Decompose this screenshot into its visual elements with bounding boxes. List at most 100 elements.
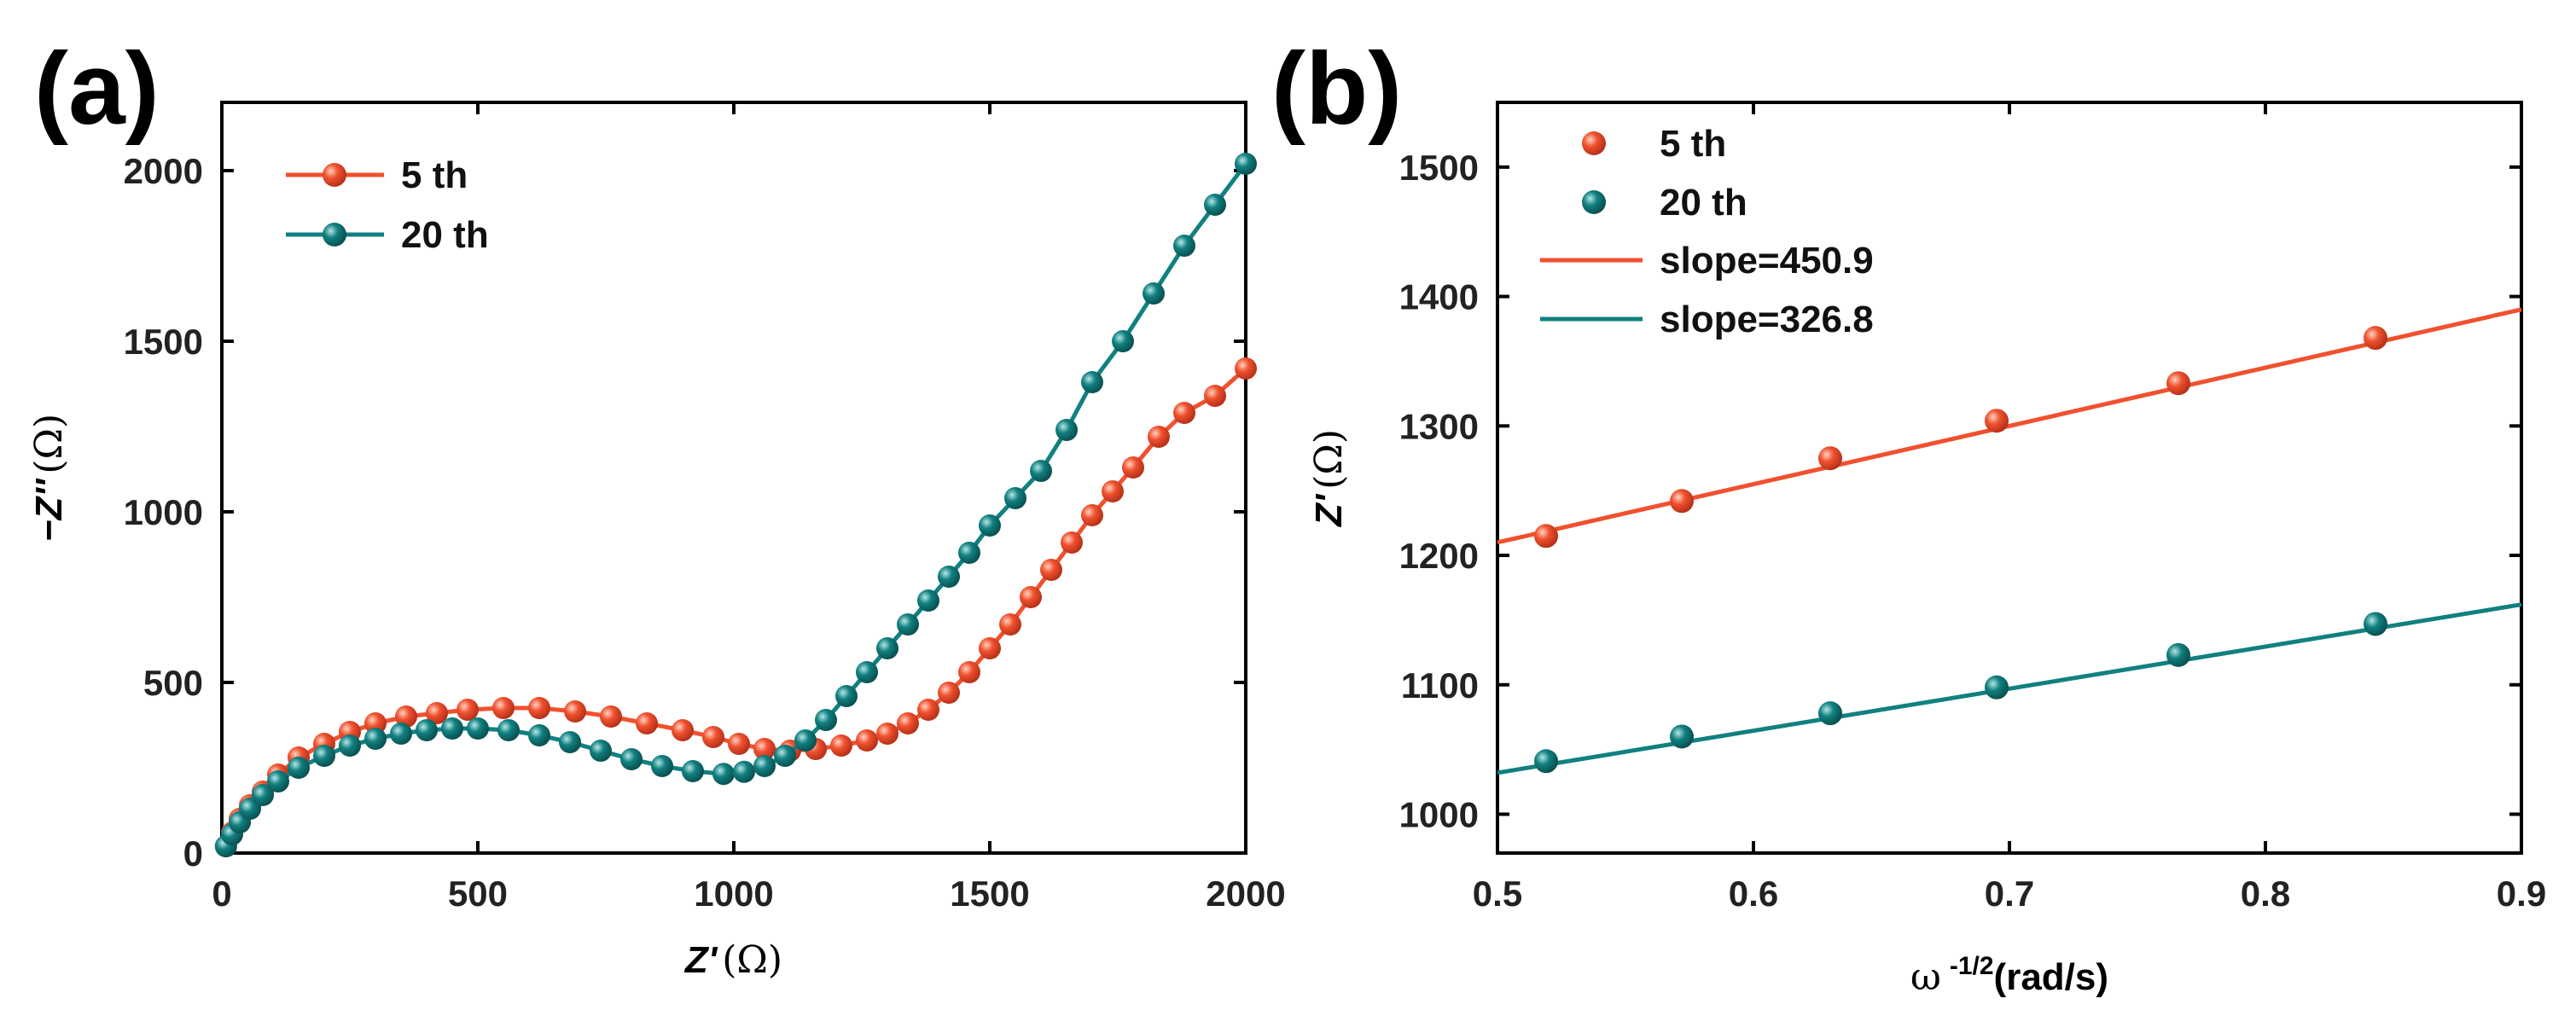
data-point-20th [390, 723, 412, 745]
data-point-5th [1173, 402, 1195, 424]
data-point-5th [492, 697, 515, 719]
panel-a-legend: 5 th 20 th [286, 154, 489, 256]
data-point-5th [1670, 489, 1694, 514]
data-point-20th [2166, 642, 2190, 667]
data-point-5th [2364, 326, 2387, 351]
data-point-20th [288, 757, 310, 779]
data-point-20th [1081, 371, 1103, 393]
panel-a-x-tick-label: 1000 [694, 874, 773, 914]
data-point-5th [958, 661, 980, 683]
data-point-5th [2166, 371, 2190, 396]
legend-marker-20th-b [1582, 190, 1606, 214]
data-point-5th [830, 734, 852, 757]
data-point-20th [1112, 330, 1134, 352]
data-point-5th [364, 712, 387, 734]
data-point-20th [590, 740, 612, 762]
data-point-20th [467, 717, 489, 740]
data-point-20th [2364, 612, 2387, 636]
panel-a-label: (a) [34, 32, 160, 146]
data-point-20th [1235, 153, 1257, 175]
data-point-5th [600, 705, 622, 728]
data-point-20th [1143, 282, 1165, 305]
data-point-20th [682, 760, 704, 782]
data-point-20th [1173, 235, 1195, 257]
data-point-20th [856, 661, 878, 683]
panel-a-ticks: 0 500 1000 1500 2000 0 500 1000 1500 2000 [124, 102, 1286, 914]
data-point-20th [1818, 701, 1842, 726]
legend-label-20th: 20 th [401, 214, 489, 256]
data-point-5th [1040, 559, 1062, 581]
legend-slope-5th: slope=450.9 [1660, 240, 1874, 282]
data-point-20th [528, 724, 550, 746]
panel-b-label: (b) [1271, 32, 1402, 146]
data-point-5th [917, 699, 939, 721]
panel-a-x-axis-title: Z' (Ω) [683, 938, 782, 982]
data-point-20th [815, 709, 837, 731]
data-point-20th [917, 589, 939, 612]
panel-a-y-tick-label: 1500 [124, 322, 203, 362]
panel-b-x-tick-label: 0.6 [1729, 874, 1778, 914]
data-point-5th [938, 682, 960, 704]
data-point-5th [1061, 531, 1083, 554]
legend-marker-20th [323, 223, 346, 247]
data-point-5th [1081, 504, 1103, 526]
data-point-5th [456, 699, 479, 721]
data-point-20th [1204, 194, 1226, 216]
data-point-20th [441, 717, 463, 740]
data-point-20th [1004, 487, 1026, 509]
panel-a-x-tick-label: 2000 [1206, 874, 1285, 914]
data-point-20th [835, 685, 858, 707]
panel-a-x-tick-label: 0 [212, 874, 231, 914]
data-point-5th [876, 723, 898, 745]
data-point-20th [1030, 460, 1052, 482]
legend-label-5th: 5 th [401, 154, 468, 196]
data-point-5th [1204, 385, 1226, 407]
data-point-5th [979, 637, 1001, 659]
data-point-20th [364, 728, 387, 750]
data-point-20th [876, 637, 898, 659]
panel-b-plot-frame [1496, 101, 2523, 855]
data-point-5th [528, 697, 550, 719]
panel-b: (b) 0.5 0.6 0.7 0.8 0.9 1000 1100 1200 1300 1400 1… [1271, 32, 2546, 999]
data-point-5th [1985, 409, 2009, 433]
panel-b-x-tick-label: 0.5 [1473, 874, 1522, 914]
data-point-5th [1818, 446, 1842, 471]
data-point-20th [938, 566, 960, 588]
data-point-20th [712, 763, 735, 786]
panel-b-y-tick-label: 1000 [1399, 794, 1479, 834]
data-point-20th [416, 719, 438, 741]
data-point-20th [753, 755, 776, 777]
panel-a-y-tick-label: 2000 [124, 151, 203, 191]
panel-b-x-tick-label: 0.8 [2241, 874, 2290, 914]
panel-b-legend: 5 th 20 th slope=450.9 slope=326.8 [1540, 123, 1874, 340]
data-point-5th [753, 738, 776, 760]
panel-b-x-tick-label: 0.7 [1985, 874, 2034, 914]
data-point-5th [636, 712, 658, 734]
data-point-20th [733, 760, 755, 783]
panel-b-series [1497, 307, 2522, 775]
data-point-5th [897, 712, 919, 734]
data-point-20th [774, 745, 796, 767]
panel-b-x-axis-title: ω -1/2(rad/s) [1910, 952, 2108, 999]
panel-a-y-tick-label: 500 [143, 663, 203, 703]
panel-a-y-tick-label: 0 [183, 833, 203, 874]
panel-a-x-tick-label: 500 [448, 874, 508, 914]
panel-a: (a) 0 500 1000 1500 2000 0 500 1000 1500 2000 5 t… [27, 32, 1286, 982]
panel-b-y-tick-label: 1500 [1399, 148, 1479, 188]
data-point-20th [1670, 724, 1694, 749]
panel-b-y-tick-label: 1400 [1399, 277, 1479, 317]
data-point-20th [794, 729, 817, 752]
panel-b-y-tick-label: 1100 [1401, 665, 1479, 705]
data-point-5th [1102, 480, 1124, 502]
data-point-20th [897, 613, 919, 636]
data-point-20th [497, 719, 520, 741]
data-point-20th [651, 755, 673, 777]
panel-a-y-tick-label: 1000 [124, 492, 203, 532]
data-point-5th [1534, 524, 1558, 549]
data-point-20th [958, 542, 980, 564]
legend-marker-5th [323, 163, 346, 187]
data-point-20th [267, 770, 289, 792]
panel-b-ticks: 0.5 0.6 0.7 0.8 0.9 1000 1100 1200 1300 1400 1500 [1399, 102, 2546, 914]
data-point-5th [1235, 357, 1257, 380]
